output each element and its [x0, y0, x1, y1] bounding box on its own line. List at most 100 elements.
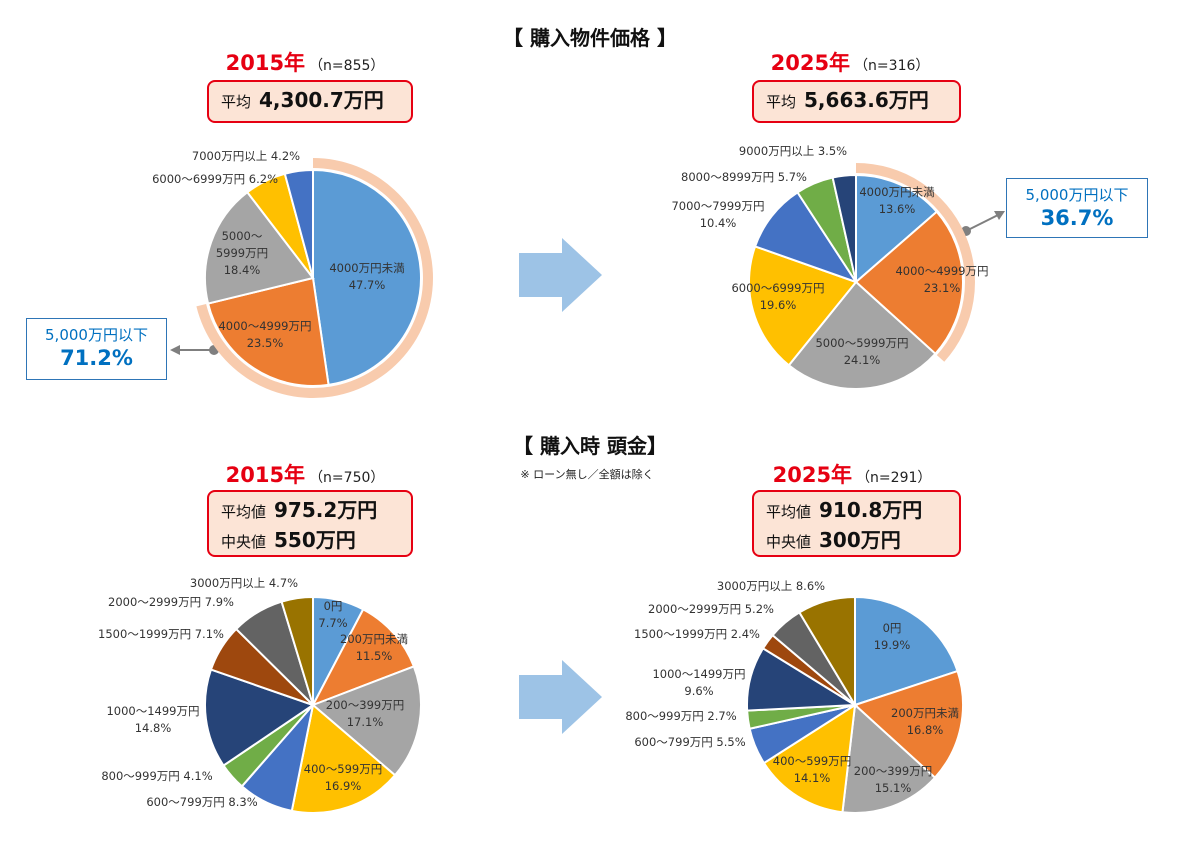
data-label: 0円 7.7%	[318, 599, 347, 630]
data-label-line: 1500～1999万円 7.1%	[98, 627, 224, 641]
data-label: 2000～2999万円 5.2%	[648, 602, 774, 616]
data-label-line: 19.6%	[760, 298, 797, 312]
pie-slice	[280, 595, 314, 706]
callout-arrowhead	[994, 211, 1005, 220]
data-label-line: 4000万円未満	[329, 261, 404, 275]
pie-slice	[762, 703, 857, 814]
data-label-line: 19.9%	[874, 638, 911, 652]
data-label: 4000万円未満 13.6%	[859, 185, 934, 216]
down-2015-heading: 2015年 （n=750）	[226, 459, 385, 489]
pie-slice	[854, 595, 959, 707]
average-label: 平均値	[766, 503, 812, 521]
data-label-line: 10.4%	[700, 216, 737, 230]
data-label-line: 200万円未満	[340, 632, 408, 646]
data-label-line: 9.6%	[684, 684, 713, 698]
pie-slice	[798, 595, 856, 709]
year-label: 2025年	[770, 51, 851, 75]
highlight-arc	[856, 163, 976, 362]
average-value: 910.8万円	[819, 498, 923, 522]
sample-size: （n=316）	[854, 58, 930, 74]
pie-slice	[311, 665, 422, 777]
data-label-line: 1000～1499万円	[106, 704, 199, 718]
pie-slice	[748, 245, 858, 367]
data-label: 6000～6999万円 19.6%	[731, 281, 824, 312]
down-2015-stats-box: 平均値 975.2万円 中央値 550万円	[207, 490, 413, 557]
average-value: 4,300.7万円	[259, 88, 384, 112]
pie-slice	[841, 702, 937, 814]
data-label-line: 4000～4999万円	[218, 319, 311, 333]
data-label: 200～399万円 15.1%	[854, 764, 932, 795]
data-label: 600～799万円 8.3%	[146, 795, 257, 809]
data-label-line: 3000万円以上 4.7%	[190, 576, 298, 590]
data-label: 1500～1999万円 7.1%	[98, 627, 224, 641]
price-2015-callout: 5,000万円以下 71.2%	[26, 318, 167, 380]
price-2025-average-box: 平均 5,663.6万円	[752, 80, 961, 123]
data-label: 8000～8999万円 5.7%	[681, 170, 807, 184]
arrow-right-icon	[519, 238, 602, 312]
data-label-line: 0円	[883, 621, 902, 635]
data-label-line: 23.1%	[924, 281, 961, 295]
down-2025-heading: 2025年 （n=291）	[773, 459, 932, 489]
data-label: 5000～ 5999万円 18.4%	[216, 229, 268, 277]
data-label-line: 18.4%	[224, 263, 261, 277]
data-label-line: 0円	[324, 599, 343, 613]
callout-arrowhead	[170, 345, 180, 355]
data-label-line: 200～399万円	[854, 764, 932, 778]
data-label-line: 200万円未満	[891, 706, 959, 720]
data-label-line: 24.1%	[844, 353, 881, 367]
callout-label: 5,000万円以下	[45, 326, 148, 344]
year-label: 2015年	[225, 51, 306, 75]
average-label: 平均	[221, 93, 252, 111]
data-label: 200万円未満 11.5%	[340, 632, 408, 663]
data-label: 2000～2999万円 7.9%	[108, 595, 234, 609]
pie-slice	[206, 276, 330, 387]
pie-slice	[855, 173, 939, 285]
median-label: 中央値	[221, 533, 267, 551]
data-label-line: 17.1%	[347, 715, 384, 729]
data-label: 5000～5999万円 24.1%	[815, 336, 908, 367]
data-label: 200～399万円 17.1%	[326, 698, 404, 729]
data-label-line: 2000～2999万円 7.9%	[108, 595, 234, 609]
data-label-line: 47.7%	[349, 278, 386, 292]
median-value: 550万円	[274, 528, 356, 552]
year-label: 2015年	[225, 463, 306, 487]
data-label: 9000万円以上 3.5%	[739, 144, 847, 158]
data-label-line: 1000～1499万円	[652, 667, 745, 681]
data-label: 4000～4999万円 23.5%	[218, 319, 311, 350]
arrow-right-icon	[519, 660, 602, 734]
average-label: 平均	[766, 93, 797, 111]
average-label: 平均値	[221, 503, 267, 521]
pie-slice	[787, 280, 937, 390]
data-label-line: 23.5%	[247, 336, 284, 350]
data-label-line: 13.6%	[879, 202, 916, 216]
data-label-line: 400～599万円	[304, 762, 382, 776]
pie-slice	[310, 608, 416, 707]
median-value: 300万円	[819, 528, 901, 552]
data-label: 1000～1499万円 9.6%	[652, 667, 745, 698]
data-label: 800～999万円 2.7%	[625, 709, 736, 723]
data-label-line: 7.7%	[318, 616, 347, 630]
data-label-line: 7000～7999万円	[671, 199, 764, 213]
down-payment-note: ※ ローン無し／全額は除く	[520, 468, 654, 481]
data-label: 7000万円以上 4.2%	[192, 149, 300, 163]
callout-value: 71.2%	[60, 346, 133, 370]
pie-slice	[831, 173, 857, 283]
callout-value: 36.7%	[1040, 206, 1114, 230]
pie-slice	[853, 669, 964, 780]
sample-size: （n=855）	[309, 58, 385, 74]
data-label-line: 14.8%	[135, 721, 172, 735]
data-label-line: 15.1%	[875, 781, 912, 795]
data-label: 800～999万円 4.1%	[101, 769, 212, 783]
data-label-line: 16.9%	[325, 779, 362, 793]
data-label: 3000万円以上 4.7%	[190, 576, 298, 590]
data-label-line: 4000万円未満	[859, 185, 934, 199]
price-2025-callout: 5,000万円以下 36.7%	[1006, 178, 1148, 238]
data-label-line: 11.5%	[356, 649, 393, 663]
data-label-line: 7000万円以上 4.2%	[192, 149, 300, 163]
data-label-line: 600～799万円 8.3%	[146, 795, 257, 809]
down-2025-stats-box: 平均値 910.8万円 中央値 300万円	[752, 490, 961, 557]
data-label: 1500～1999万円 2.4%	[634, 627, 760, 641]
section-title-down-payment: 【 購入時 頭金】	[513, 434, 667, 458]
